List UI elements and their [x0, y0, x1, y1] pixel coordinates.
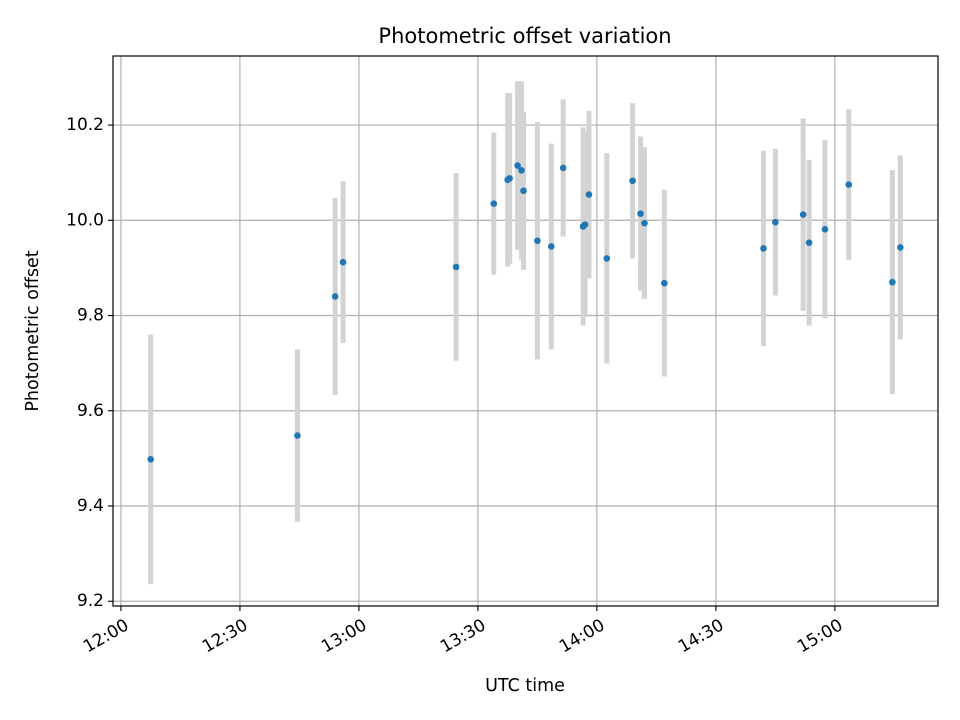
chart-title: Photometric offset variation: [378, 24, 671, 48]
data-point: [452, 263, 460, 271]
y-tick-label: 9.6: [77, 401, 104, 421]
data-point: [772, 218, 779, 226]
data-point: [518, 166, 525, 174]
data-point: [534, 237, 541, 245]
y-axis-ticks: 9.2 9.4 9.6 9.8 10.0 10.2: [66, 115, 113, 611]
data-point: [641, 219, 648, 227]
data-point: [520, 187, 527, 195]
data-points: [147, 162, 904, 463]
data-point: [629, 177, 636, 185]
data-point: [581, 221, 589, 228]
data-point: [559, 164, 567, 172]
data-point: [805, 239, 813, 246]
data-point: [897, 244, 904, 251]
data-point: [889, 278, 896, 286]
y-tick-label: 9.4: [77, 496, 104, 516]
data-point: [799, 211, 807, 218]
x-axis-label: UTC time: [485, 676, 565, 696]
data-point: [514, 162, 521, 169]
y-tick-label: 10.2: [66, 115, 104, 135]
y-tick-label: 10.0: [66, 210, 104, 230]
data-point: [331, 293, 339, 300]
data-point: [490, 200, 498, 207]
plot-frame: [112, 55, 939, 607]
data-point: [845, 181, 853, 188]
data-point: [603, 255, 611, 262]
y-tick-label: 9.8: [77, 306, 104, 326]
data-point: [760, 245, 767, 252]
data-point: [339, 258, 347, 266]
data-point: [547, 243, 555, 250]
data-point: [585, 191, 593, 198]
data-point: [637, 210, 644, 217]
y-tick-label: 9.2: [77, 591, 104, 611]
data-point: [661, 279, 668, 287]
data-point: [506, 175, 513, 182]
y-axis-label: Photometric offset: [23, 250, 43, 411]
data-point: [147, 456, 154, 463]
data-point: [294, 432, 301, 439]
data-point: [821, 226, 829, 233]
